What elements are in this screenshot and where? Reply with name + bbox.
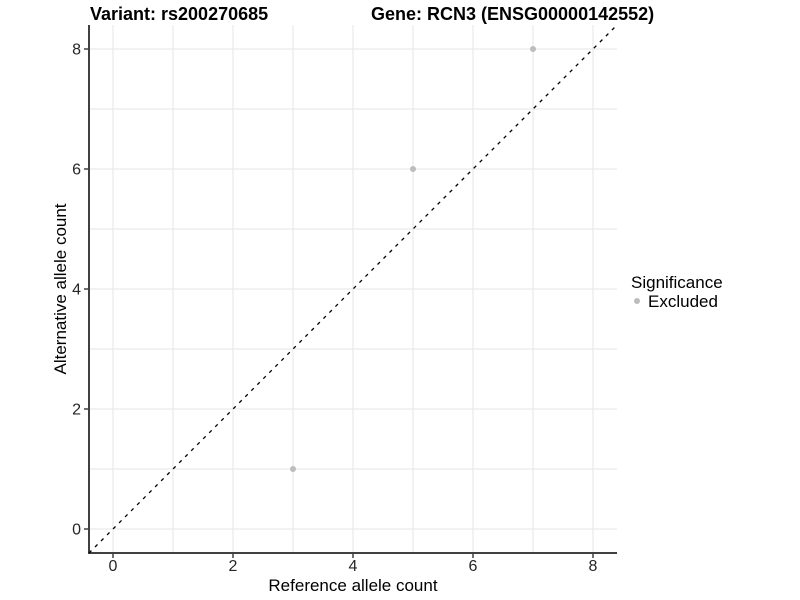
data-point (530, 46, 536, 52)
y-tick-label: 0 (72, 522, 81, 539)
x-tick-label: 2 (229, 558, 238, 575)
x-tick-label: 8 (589, 558, 598, 575)
x-tick-labels: 0 2 4 6 8 (109, 558, 598, 575)
identity-dashed-line (88, 24, 618, 554)
plot-title-gene: Gene: RCN3 (ENSG00000142552) (371, 4, 654, 24)
data-points (290, 46, 536, 472)
x-axis-title: Reference allele count (268, 576, 437, 595)
legend-title: Significance (631, 273, 723, 292)
plot-title-variant: Variant: rs200270685 (90, 4, 268, 24)
legend-key-circle-point-icon (634, 298, 640, 304)
y-tick-label: 4 (72, 282, 81, 299)
legend-item-label: Excluded (648, 292, 718, 311)
x-tick-label: 0 (109, 558, 118, 575)
data-point (290, 466, 296, 472)
y-tick-labels: 0 2 4 6 8 (72, 42, 81, 539)
x-tick-label: 4 (349, 558, 358, 575)
y-tick-label: 2 (72, 402, 81, 419)
data-point (410, 166, 416, 172)
tick-marks (84, 48, 594, 558)
y-tick-label: 8 (72, 42, 81, 59)
gridlines (89, 25, 617, 553)
legend: Significance Excluded (631, 273, 723, 311)
x-tick-label: 6 (469, 558, 478, 575)
y-axis-title: Alternative allele count (51, 203, 70, 374)
identity-line-dashed (88, 24, 618, 554)
y-tick-label: 6 (72, 162, 81, 179)
